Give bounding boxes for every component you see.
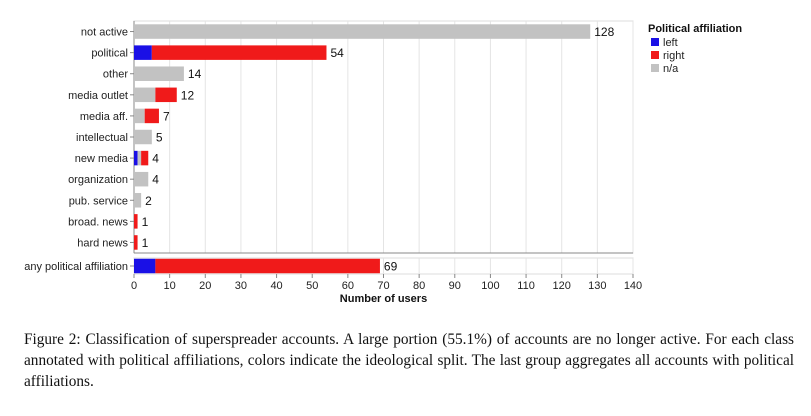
x-tick-label: 80 [413,280,425,292]
legend-swatch-right [651,51,659,59]
bar-na [134,129,152,145]
bar-total-label: 7 [163,109,170,123]
bar-right [134,214,138,229]
x-tick-label: 70 [377,280,389,292]
x-tick-label: 60 [342,280,354,292]
bar-na [134,193,142,208]
bar-total-label: 128 [594,25,614,39]
bar-total-label: 54 [330,46,344,60]
y-tick-label: pub. service [69,195,128,207]
bar-na [134,108,145,124]
x-tick-label: 130 [588,280,606,292]
figure-caption: Figure 2: Classification of superspreade… [24,331,794,390]
y-tick-label: any political affiliation [24,261,128,273]
bar-na [134,87,156,103]
y-tick-label: media aff. [80,111,128,123]
x-tick-label: 90 [449,280,461,292]
y-tick-label: organization [68,174,128,186]
bar-total-label: 14 [188,67,202,81]
bar-left [134,45,152,60]
x-tick-label: 40 [270,280,282,292]
bar-total-label: 1 [142,236,149,250]
bar-total-label: 1 [142,215,149,229]
x-tick-label: 120 [553,280,571,292]
legend-swatch-na [651,64,659,72]
x-tick-label: 30 [235,280,247,292]
bar-total-label: 4 [152,152,159,166]
bar-right [134,235,138,250]
x-tick-label: 50 [306,280,318,292]
bar-total-label: 69 [384,260,398,274]
y-tick-label: hard news [77,237,128,249]
legend-label: right [663,50,684,62]
bar-right [144,108,159,124]
bar-na [134,171,149,187]
x-tick-label: 20 [199,280,211,292]
x-tick-label: 10 [164,280,176,292]
bar-left [134,258,156,274]
bar-na [134,24,591,39]
bar-right [141,150,149,166]
x-axis-title: Number of users [340,293,427,305]
x-tick-label: 0 [131,280,137,292]
bar-right [151,45,327,60]
bar-na [134,66,184,81]
x-tick-label: 110 [517,280,535,292]
bar-chart: 0 10 20 30 40 50 60 70 80 90 100 110 120 130 140 Number… [24,20,742,305]
y-tick-label: new media [75,153,129,165]
y-tick-label: media outlet [68,90,128,102]
x-tick-label: 100 [481,280,499,292]
x-tick-label: 140 [624,280,642,292]
legend-label: n/a [663,63,679,75]
bar-right [155,258,380,274]
bar-total-label: 12 [181,88,195,102]
y-tick-label: other [103,69,128,81]
legend-title: Political affiliation [648,23,742,35]
y-tick-label: not active [81,27,128,39]
y-tick-label: intellectual [76,132,128,144]
legend-label: left [663,37,678,49]
bar-total-label: 4 [152,173,159,187]
bar-na [137,150,142,166]
bar-left [134,150,138,166]
y-tick-label: political [91,48,128,60]
y-tick-label: broad. news [68,216,128,228]
legend-swatch-left [651,38,659,46]
bar-right [155,87,177,103]
bar-total-label: 5 [156,131,163,145]
bar-total-label: 2 [145,194,152,208]
